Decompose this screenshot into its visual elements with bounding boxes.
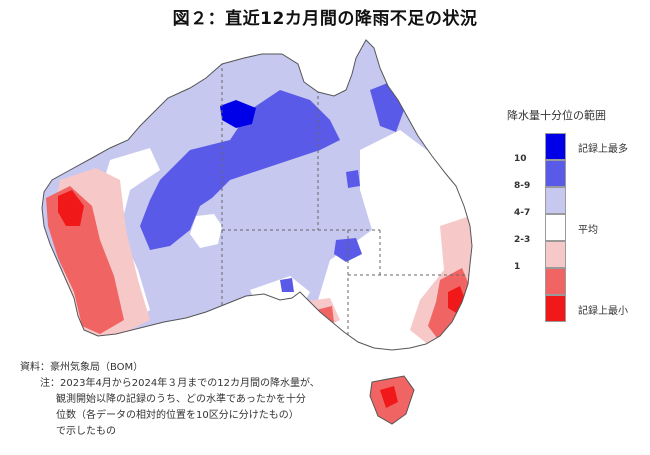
legend-side-label: 記録上最小 (578, 306, 628, 317)
legend-tick-label: 1 (514, 262, 521, 272)
legend-side-label: 記録上最多 (578, 144, 628, 155)
region-decile-10-north (140, 90, 340, 250)
legend-tick-label: 2-3 (514, 235, 531, 245)
figure-title: 図２：直近12カ月間の降雨不足の状況 (172, 9, 478, 29)
legend-swatch (545, 133, 566, 160)
legend-swatch (545, 241, 566, 268)
state-borders (221, 50, 470, 336)
legend-swatch (545, 295, 566, 322)
legend-swatch (545, 187, 566, 214)
note-line-3: 位数（各データの相対的位置を10区分に分けたもの） (56, 410, 299, 421)
legend-tick-label: 8-9 (514, 181, 531, 191)
note-line-1: 注：2023年4月から2024年３月までの12カ月間の降水量が、 (40, 378, 320, 389)
mainland-outline (41, 39, 473, 351)
region-record-low-west (58, 190, 84, 226)
note-line-4: で示したもの (56, 426, 116, 437)
region-decile-10-qld (346, 170, 360, 188)
legend-swatch (545, 268, 566, 295)
tasmania-record-low (380, 386, 398, 408)
legend-side-label: 平均 (578, 225, 598, 236)
region-decile-10-sa (280, 278, 294, 292)
note-line-2: 観測開始以降の記録のうち、どの水準であったかを十分 (56, 394, 306, 405)
region-record-high-nt (220, 100, 256, 128)
australia-rainfall-decile-map (41, 39, 473, 425)
legend-title: 降水量十分位の範囲 (507, 109, 606, 122)
source-note: 資料：豪州気象局（BOM） (20, 362, 144, 373)
legend-swatch (545, 214, 566, 241)
legend-swatch (545, 160, 566, 187)
legend-tick-label: 4-7 (514, 208, 531, 218)
region-average-central (190, 214, 222, 248)
legend-tick-label: 10 (514, 154, 527, 164)
